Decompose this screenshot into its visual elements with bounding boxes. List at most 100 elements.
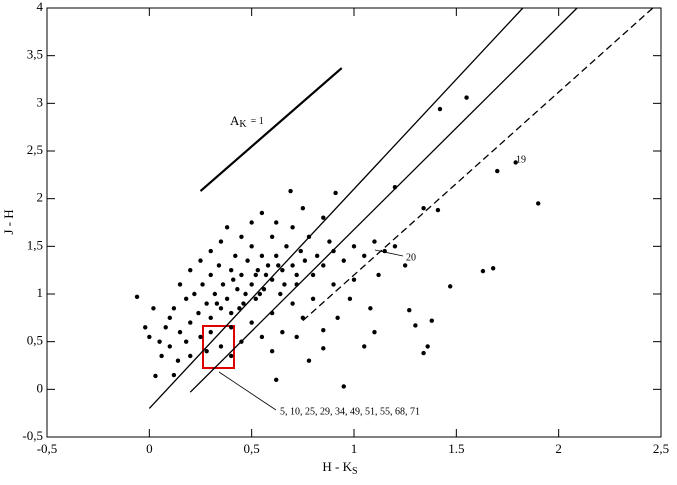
point (249, 244, 254, 249)
point (208, 272, 213, 278)
point (347, 296, 353, 301)
point (243, 291, 248, 297)
point (300, 206, 306, 211)
point (143, 325, 148, 330)
point (480, 268, 486, 274)
point (306, 234, 312, 239)
point (229, 267, 234, 273)
point (188, 320, 193, 325)
vector-label: AK = 1 (230, 113, 264, 130)
point (294, 282, 299, 287)
x-tick-label: 1 (351, 441, 358, 456)
point (233, 253, 238, 259)
point (239, 339, 244, 344)
x-label-main: H - K (322, 459, 352, 474)
point (302, 258, 308, 263)
point (351, 244, 357, 249)
reddening-line (199, 67, 343, 192)
point (290, 263, 295, 268)
y-tick-label: -0,5 (22, 428, 43, 443)
point (224, 225, 230, 230)
point (362, 253, 367, 259)
point (192, 291, 197, 297)
point (229, 325, 234, 330)
point (239, 272, 244, 278)
y-tick-label: 2 (37, 190, 44, 205)
y-tick-label: 0 (37, 380, 44, 395)
point (235, 287, 240, 292)
point (255, 267, 261, 273)
x-tick-label: 2 (555, 441, 562, 456)
point (241, 301, 246, 306)
point (290, 225, 295, 230)
point (159, 353, 164, 359)
point (421, 206, 426, 211)
point (331, 282, 336, 287)
point (212, 291, 218, 297)
highlight-box (202, 325, 235, 369)
point (188, 353, 193, 359)
annotation: 5, 10, 25, 29, 34, 49, 51, 55, 68, 71 (280, 406, 420, 417)
point (372, 329, 377, 335)
point (321, 263, 326, 268)
point (175, 358, 181, 363)
point (151, 306, 156, 311)
point (536, 201, 541, 206)
x-tick-label: 1.5 (448, 441, 464, 456)
point (249, 220, 254, 225)
point (177, 282, 183, 287)
y-axis-label: J - H (1, 209, 16, 234)
point (163, 325, 168, 330)
point (157, 339, 162, 344)
point (331, 248, 336, 254)
point (376, 272, 381, 278)
point (280, 329, 285, 335)
point (216, 263, 222, 268)
plot-frame (46, 7, 662, 438)
point (239, 234, 244, 239)
leader-line (218, 371, 277, 411)
point (274, 220, 279, 225)
point (274, 377, 279, 382)
leader-line (374, 249, 404, 257)
point (288, 188, 293, 194)
point (249, 282, 254, 287)
x-tick-label: 0,5 (244, 441, 260, 456)
point (261, 287, 267, 292)
point (208, 329, 213, 335)
point (220, 282, 226, 287)
point (513, 160, 518, 165)
x-label-sub: S (352, 466, 358, 477)
point (177, 329, 183, 335)
point (263, 272, 269, 278)
annotation: 20 (406, 252, 416, 263)
vector-label-rest: = 1 (251, 116, 264, 127)
vector-label-sub: K (239, 119, 247, 130)
point (284, 244, 289, 249)
point (341, 258, 346, 263)
point (198, 334, 203, 340)
point (290, 301, 295, 306)
point (278, 291, 283, 297)
point (362, 344, 367, 349)
point (237, 306, 242, 311)
point (253, 272, 258, 278)
point (153, 373, 158, 379)
point (259, 334, 265, 340)
point (208, 248, 213, 254)
x-tick-label: 0 (146, 441, 153, 456)
point (218, 306, 224, 311)
point (257, 291, 263, 297)
point (300, 315, 306, 321)
point (402, 263, 408, 268)
point (335, 315, 340, 321)
point (253, 296, 258, 301)
x-tick-label: 2,5 (653, 441, 669, 456)
point (183, 339, 189, 344)
point (294, 272, 299, 278)
point (198, 258, 203, 263)
y-tick-label: 1 (37, 285, 44, 300)
point (229, 310, 234, 316)
point (167, 344, 172, 349)
